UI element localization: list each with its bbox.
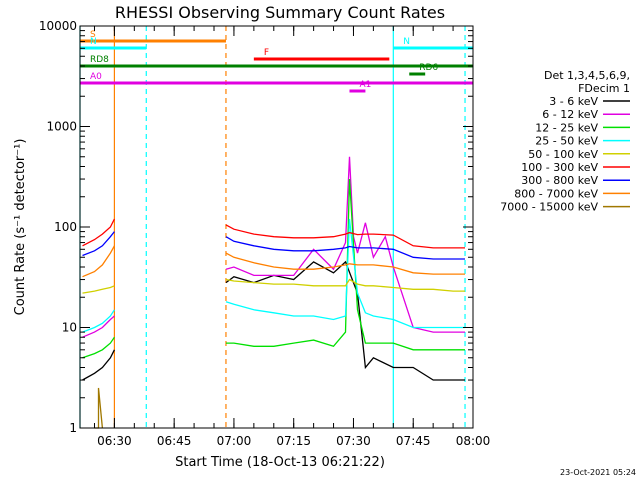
series-line-0: [82, 260, 465, 381]
legend-header-2: FDecim 1: [578, 82, 630, 95]
series-line-3: [82, 218, 465, 333]
y-tick-label-1: 10: [62, 321, 77, 335]
x-tick-label-6: 08:00: [456, 434, 491, 448]
series-line-1: [82, 156, 465, 338]
state-label-3: F: [264, 48, 269, 58]
legend-label-7: 800 - 7000 keV: [514, 187, 598, 200]
legend-label-8: 7000 - 15000 keV: [500, 201, 598, 214]
y-tick-label-4: 10000: [39, 19, 77, 33]
state-label-0: S: [90, 30, 96, 40]
series-line-7: [82, 245, 465, 278]
legend-label-3: 25 - 50 keV: [535, 135, 598, 148]
x-tick-label-3: 07:15: [276, 434, 311, 448]
x-tick-label-5: 07:45: [396, 434, 431, 448]
x-tick-label-0: 06:30: [97, 434, 132, 448]
state-label-6: A0: [90, 72, 102, 82]
y-tick-label-0: 1: [69, 421, 77, 435]
series-line-5: [82, 218, 465, 249]
legend-label-5: 100 - 300 keV: [521, 161, 598, 174]
x-tick-label-1: 06:45: [157, 434, 192, 448]
x-tick-label-2: 07:00: [217, 434, 252, 448]
y-axis-label: Count Rate (s⁻¹ detector⁻¹): [13, 139, 28, 316]
series-line-2: [82, 178, 465, 359]
state-label-5: RD6: [419, 63, 438, 73]
chart-marks: [79, 26, 466, 429]
series-line-4: [82, 278, 465, 294]
x-tick-label-4: 07:30: [336, 434, 371, 448]
x-axis-label: Start Time (18-Oct-13 06:21:22): [175, 455, 385, 470]
legend-label-4: 50 - 100 keV: [528, 148, 598, 161]
state-label-4: RD8: [90, 55, 109, 65]
legend-label-0: 3 - 6 keV: [549, 95, 598, 108]
y-tick-label-2: 100: [54, 220, 77, 234]
series-line-6: [82, 231, 465, 260]
chart-title: RHESSI Observing Summary Count Rates: [115, 3, 445, 22]
legend-header-1: Det 1,3,4,5,6,9,: [544, 69, 630, 82]
state-label-2: N: [403, 37, 410, 47]
y-tick-label-3: 1000: [46, 120, 77, 134]
legend-label-6: 300 - 800 keV: [521, 174, 598, 187]
timestamp: 23-Oct-2021 05:24: [560, 468, 636, 477]
axis-ticks: 1 10 100 1000 10000 06:30 06:45 07:00 07:15 07:30…: [39, 19, 490, 448]
state-label-7: A1: [359, 80, 371, 90]
legend-label-1: 6 - 12 keV: [542, 108, 598, 121]
series-line-8: [94, 387, 104, 429]
legend-label-2: 12 - 25 keV: [535, 121, 598, 134]
state-label-1: N: [90, 37, 97, 47]
